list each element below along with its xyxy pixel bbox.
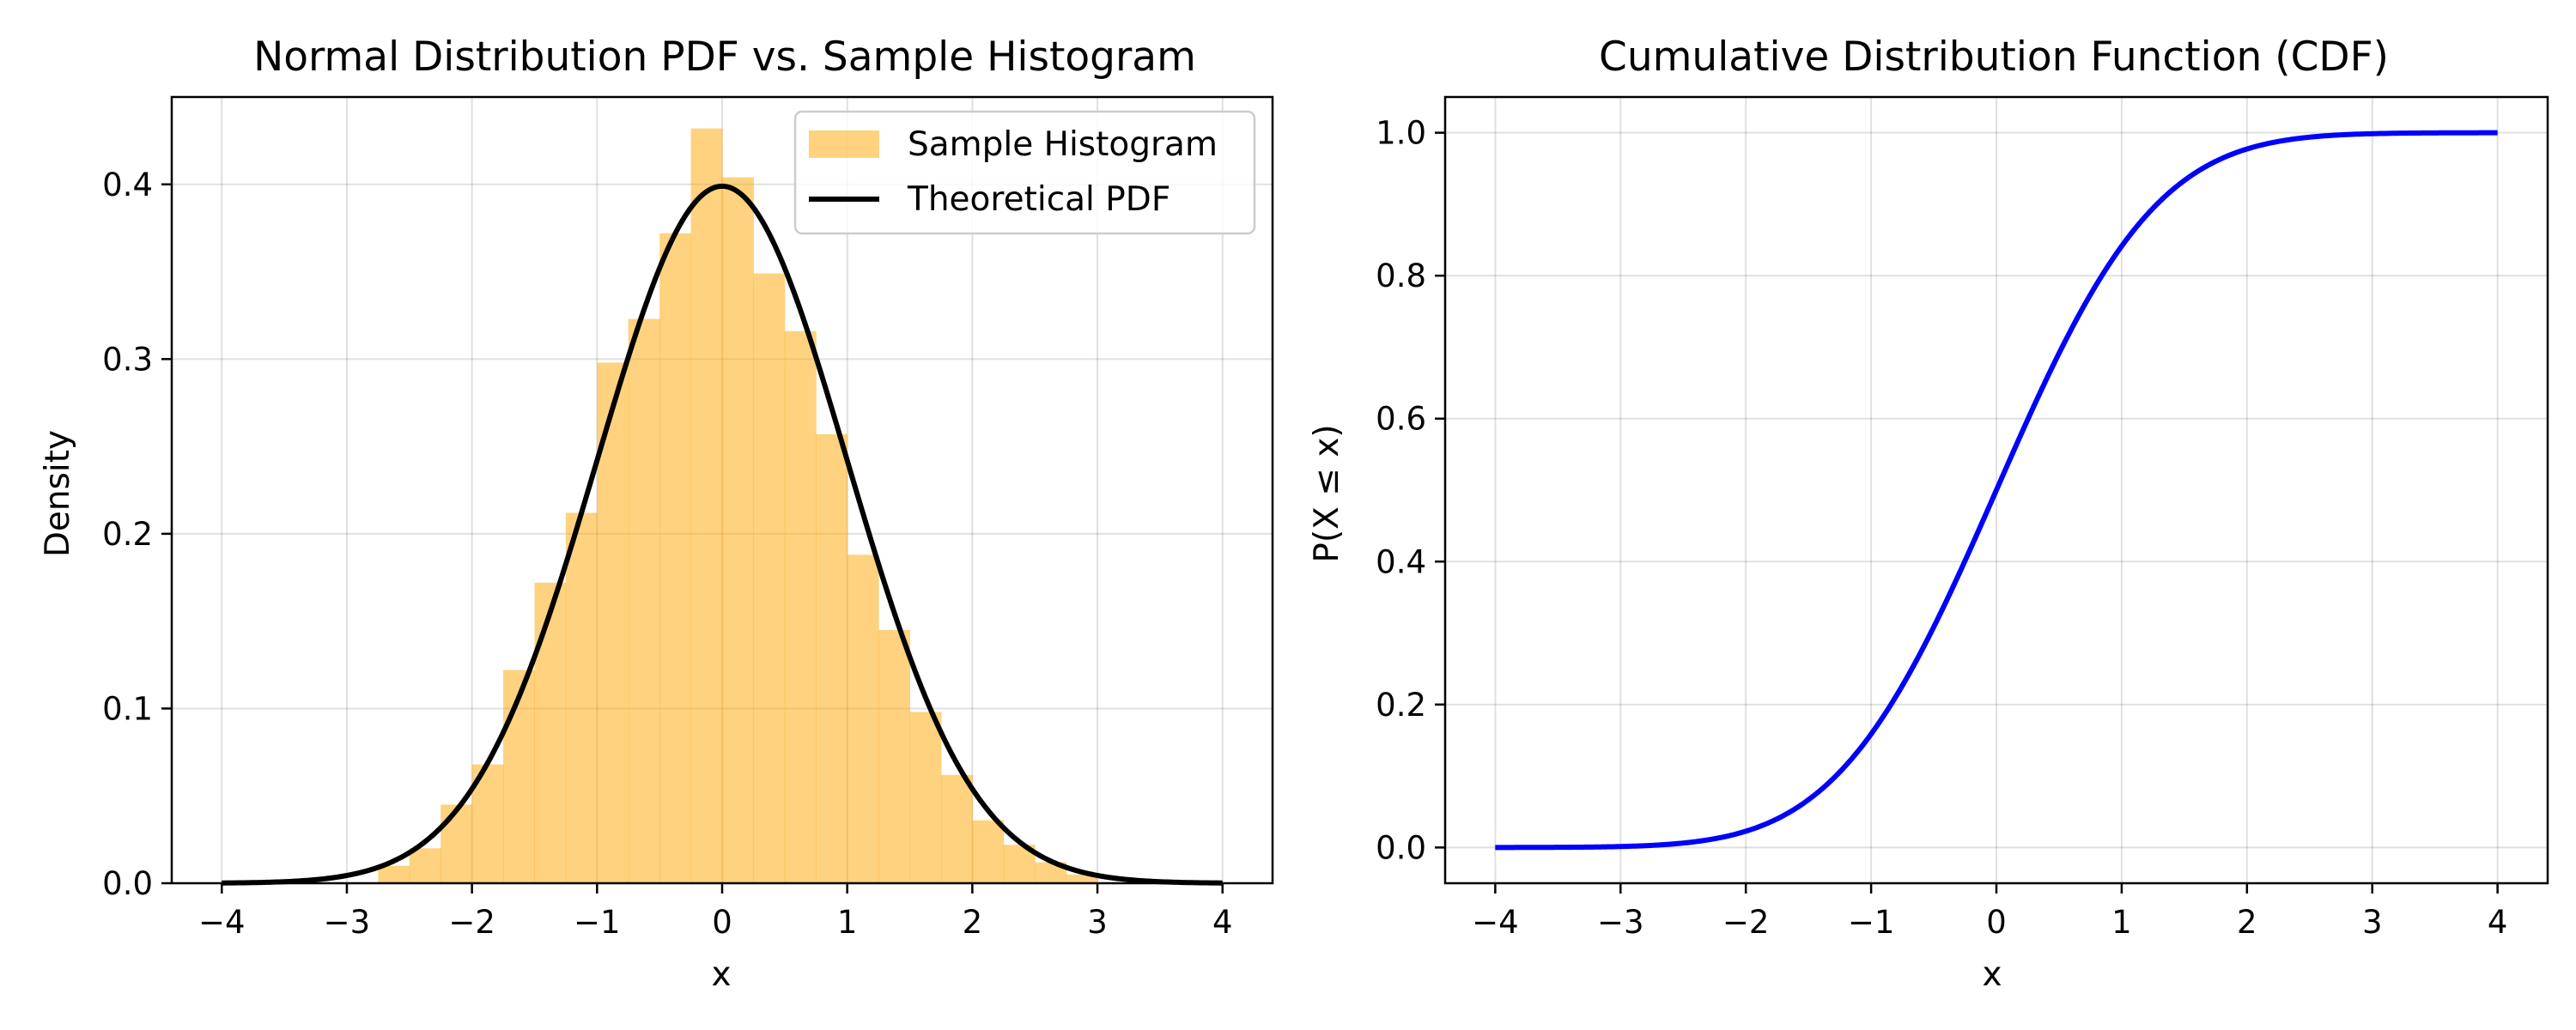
x-tick-label: −3 — [1597, 904, 1644, 941]
histogram-bar — [534, 582, 567, 883]
legend-label-pdf: Theoretical PDF — [907, 180, 1170, 219]
y-tick-label: 0.4 — [1376, 543, 1426, 580]
x-tick-label: −2 — [1722, 904, 1770, 941]
y-tick-label: 0.2 — [102, 516, 153, 553]
x-tick-label: 1 — [837, 904, 858, 941]
y-tick-label: 0.0 — [1376, 829, 1426, 866]
x-tick-label: −4 — [198, 904, 246, 941]
histogram-bar — [784, 330, 817, 884]
histogram-bar — [628, 318, 660, 883]
histogram-bar — [816, 433, 848, 884]
x-axis-ticks: −4 −3 −2 −1 0 1 2 3 4 — [1472, 883, 2507, 941]
chart-title: Cumulative Distribution Function (CDF) — [1599, 33, 2389, 81]
y-tick-label: 0.2 — [1376, 687, 1426, 724]
y-axis-ticks: 0.0 0.2 0.4 0.6 0.8 1.0 — [1376, 115, 1445, 866]
histogram-bar — [440, 804, 473, 883]
histogram-bar — [409, 848, 441, 883]
y-axis-ticks: 0.0 0.1 0.2 0.3 0.4 — [102, 167, 172, 902]
legend-swatch-histogram — [809, 130, 879, 158]
y-tick-label: 0.8 — [1376, 258, 1426, 294]
x-tick-label: −3 — [324, 904, 371, 941]
x-axis-ticks: −4 −3 −2 −1 0 1 2 3 4 — [198, 883, 1233, 941]
y-tick-label: 0.4 — [102, 167, 153, 203]
x-tick-label: 1 — [2111, 904, 2132, 941]
histogram-bar — [878, 629, 911, 883]
histogram-bar — [847, 554, 879, 883]
x-axis-label: x — [1982, 955, 2002, 994]
histogram-bar — [378, 865, 410, 883]
y-tick-label: 0.6 — [1376, 401, 1426, 438]
x-tick-label: 0 — [712, 904, 732, 941]
legend-box — [793, 110, 1256, 235]
y-tick-label: 1.0 — [1376, 115, 1426, 152]
histogram-bar — [972, 820, 1005, 883]
histogram-bar — [503, 670, 535, 883]
y-axis-label: P(X ≤ x) — [1308, 424, 1346, 562]
histogram-bars — [378, 128, 1098, 884]
x-axis-label: x — [711, 955, 731, 994]
pdf-curve — [222, 183, 1223, 886]
x-tick-label: −1 — [574, 904, 621, 941]
legend: Sample Histogram Theoretical PDF — [793, 110, 1256, 235]
histogram-bar — [722, 177, 754, 883]
x-tick-label: 2 — [963, 904, 983, 941]
y-tick-label: 0.1 — [102, 690, 153, 727]
x-tick-label: −1 — [1848, 904, 1895, 941]
x-tick-label: 3 — [2362, 904, 2383, 941]
histogram-bar — [940, 774, 973, 883]
y-tick-label: 0.3 — [102, 341, 153, 378]
x-tick-label: 4 — [2488, 904, 2508, 941]
x-tick-label: −4 — [1472, 904, 1519, 941]
histogram-bar — [690, 128, 723, 883]
histogram-bar — [753, 273, 786, 883]
x-tick-label: 2 — [2237, 904, 2257, 941]
x-tick-label: −2 — [448, 904, 495, 941]
x-tick-label: 0 — [1986, 904, 2007, 941]
legend-label-histogram: Sample Histogram — [908, 125, 1218, 164]
cdf-curve — [1495, 130, 2498, 851]
histogram-bar — [909, 712, 942, 883]
histogram-bar — [659, 233, 692, 884]
y-tick-label: 0.0 — [102, 865, 153, 902]
x-tick-label: 4 — [1212, 904, 1233, 941]
chart-title: Normal Distribution PDF vs. Sample Histo… — [253, 33, 1196, 81]
histogram-bar — [1066, 874, 1098, 883]
histogram-pdf-panel: Normal Distribution PDF vs. Sample Histo… — [39, 33, 1274, 994]
histogram-bar — [565, 512, 598, 883]
y-axis-label: Density — [39, 430, 77, 557]
cdf-panel: Cumulative Distribution Function (CDF) −… — [1308, 33, 2549, 994]
x-tick-label: 3 — [1087, 904, 1108, 941]
